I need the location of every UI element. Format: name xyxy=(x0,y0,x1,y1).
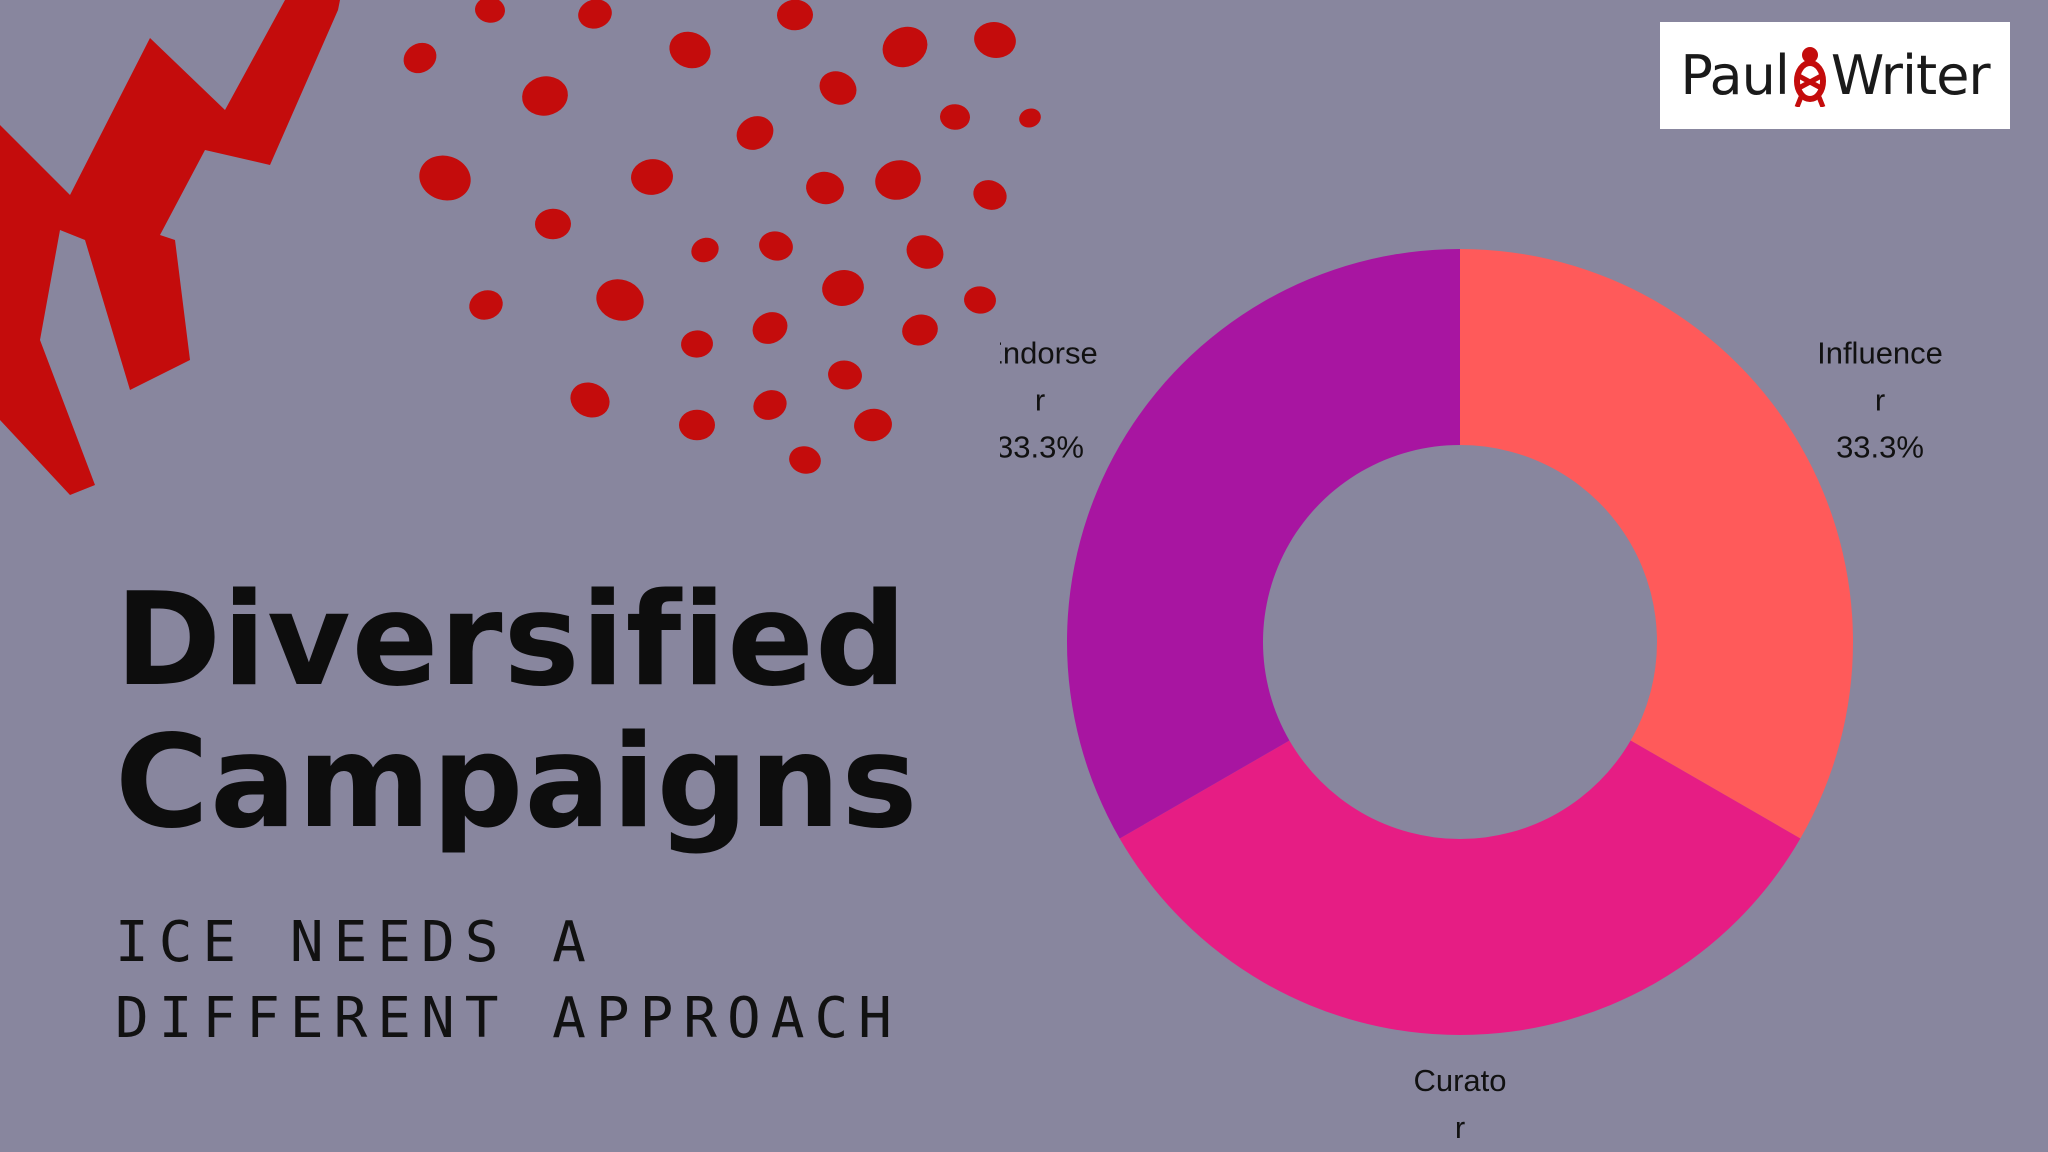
red-dot xyxy=(789,446,821,474)
red-dot xyxy=(806,171,844,205)
slice-label-endorser: Endorse r 33.3% xyxy=(1000,336,1098,465)
slice-percent-label: 33.3% xyxy=(1000,430,1084,465)
slice-name-label: Influence xyxy=(1817,336,1943,371)
red-dot xyxy=(973,180,1007,210)
slice-percent-label: 33.3% xyxy=(1836,430,1924,465)
logo-left-word: Paul xyxy=(1680,44,1789,107)
slice-label-curator: Curator33.3% xyxy=(1413,1063,1506,1152)
page-title: Diversified Campaigns xyxy=(115,570,919,854)
red-dot xyxy=(403,42,437,74)
logo-right-word: Writer xyxy=(1830,44,1991,107)
red-dot xyxy=(819,71,857,105)
red-dot xyxy=(679,409,715,441)
red-dot xyxy=(691,237,719,263)
red-dot xyxy=(828,360,862,390)
red-dot xyxy=(902,314,938,346)
decorative-brush-dots xyxy=(0,0,1041,495)
title-line-2: Campaigns xyxy=(115,708,919,857)
red-dot xyxy=(777,0,813,31)
donut-slice-influencer xyxy=(1460,249,1853,839)
subtitle-line-2: DIFFERENT APPROACH xyxy=(115,986,902,1051)
red-dot xyxy=(964,286,996,314)
red-dot xyxy=(752,312,788,344)
red-dot xyxy=(1019,108,1041,128)
slice-name-label: r xyxy=(1035,383,1045,418)
red-dot xyxy=(522,76,568,116)
slice-name-label: r xyxy=(1875,383,1885,418)
slice-label-influencer: Influence r 33.3% xyxy=(1817,336,1943,465)
red-dot xyxy=(854,408,892,442)
red-dot xyxy=(570,382,610,418)
red-dot xyxy=(736,116,774,150)
red-dot xyxy=(753,390,787,420)
logo-figure-icon xyxy=(1793,46,1826,107)
red-dot xyxy=(974,22,1016,58)
red-dot xyxy=(681,330,713,358)
brush-stroke-shape xyxy=(0,0,340,495)
title-line-1: Diversified xyxy=(115,566,908,715)
red-dot xyxy=(419,155,471,201)
donut-slice-endorser xyxy=(1067,249,1460,839)
red-dot xyxy=(875,160,921,200)
slice-name-label: r xyxy=(1455,1110,1465,1145)
red-dot xyxy=(469,290,503,320)
red-dot xyxy=(669,31,711,69)
red-dot xyxy=(906,235,944,269)
slice-name-label: Curato xyxy=(1413,1063,1506,1098)
donut-slice-curator xyxy=(1119,740,1801,1036)
paulwriter-logo: Paul Writer xyxy=(1660,22,2010,129)
subtitle-line-1: ICE NEEDS A xyxy=(115,910,596,975)
red-dot xyxy=(822,270,864,306)
red-dot xyxy=(882,26,928,68)
page-subtitle: ICE NEEDS A DIFFERENT APPROACH xyxy=(115,905,902,1057)
red-dot xyxy=(475,0,505,23)
red-dot xyxy=(578,0,612,29)
red-dot xyxy=(759,231,793,261)
red-dot xyxy=(535,208,571,240)
red-dot xyxy=(940,104,970,130)
red-dot xyxy=(631,159,673,195)
slice-name-label: Endorse xyxy=(1000,336,1098,371)
red-dot xyxy=(596,279,644,321)
red-dots xyxy=(403,0,1041,474)
